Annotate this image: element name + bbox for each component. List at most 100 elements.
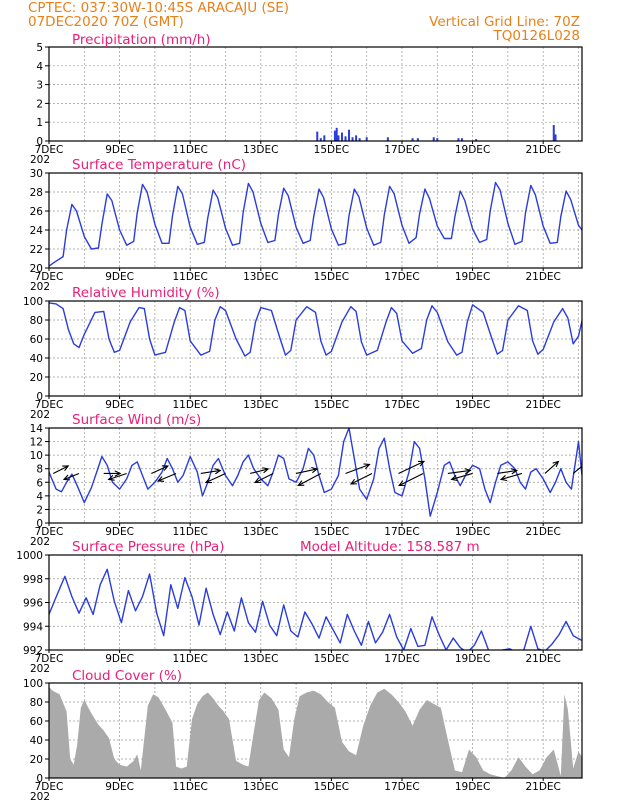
wind-arrow-head xyxy=(107,474,115,481)
wind-xtick-label: 7DEC xyxy=(35,526,64,538)
pressure-xtick-label: 11DEC xyxy=(172,653,207,665)
pressure-xtick-label: 21DEC xyxy=(525,653,560,665)
wind-ytick-label: 8 xyxy=(36,464,43,476)
precip-bar xyxy=(340,132,343,141)
wind-arrow-head xyxy=(62,474,71,481)
wind-arrow xyxy=(254,472,274,484)
wind-arrow xyxy=(295,467,319,475)
temp-xtick-label: 15DEC xyxy=(314,271,349,283)
precip-bar xyxy=(416,138,419,141)
temp-ytick-label: 28 xyxy=(30,187,43,199)
precip-bar xyxy=(436,138,439,141)
rh-year-stub: 202 xyxy=(30,409,50,421)
cloud-xtick-label: 9DEC xyxy=(105,781,134,793)
precip-xtick-label: 17DEC xyxy=(384,144,419,156)
wind-arrow xyxy=(345,463,371,474)
wind-line xyxy=(49,428,582,517)
rh-xtick-label: 7DEC xyxy=(35,399,64,411)
temp-xtick-label: 9DEC xyxy=(105,271,134,283)
wind-arrow-head xyxy=(156,476,165,482)
wind-xtick-label: 11DEC xyxy=(172,526,207,538)
wind-arrow xyxy=(107,472,127,481)
wind-ytick-label: 14 xyxy=(30,423,44,435)
cloud-ytick-label: 100 xyxy=(23,678,43,690)
wind-arrow-head xyxy=(584,460,590,465)
temp-xtick-label: 13DEC xyxy=(243,271,278,283)
precip-xtick-label: 9DEC xyxy=(105,144,134,156)
wind-arrow-head xyxy=(311,467,319,474)
wind-arrow-shaft xyxy=(447,469,471,475)
precip-bar xyxy=(365,137,368,141)
wind-arrow-shaft xyxy=(108,472,127,480)
temp-xtick-label: 17DEC xyxy=(384,271,419,283)
wind-arrow-shaft xyxy=(398,472,424,486)
wind-xtick-label: 19DEC xyxy=(455,526,490,538)
cloud-xtick-label: 11DEC xyxy=(172,781,207,793)
cloud-area xyxy=(49,686,582,778)
cloud-xtick-label: 7DEC xyxy=(35,781,64,793)
precip-title: Precipitation (mm/h) xyxy=(72,32,211,48)
wind-arrow-shaft xyxy=(250,468,269,474)
temp-xtick-label: 7DEC xyxy=(35,271,64,283)
wind-xtick-label: 17DEC xyxy=(384,526,419,538)
cloud-panel: 0 20 40 60 80 100 7DEC 9DEC 11DEC 13DEC 15DEC 17DEC… xyxy=(23,668,583,800)
wind-ytick-label: 2 xyxy=(36,504,43,516)
wind-arrow-shaft xyxy=(157,472,177,482)
cloud-frame xyxy=(48,682,583,779)
wind-arrow-head xyxy=(450,475,458,482)
wind-arrow xyxy=(398,472,424,487)
wind-arrow-shaft xyxy=(398,460,425,474)
precip-year-stub: 202 xyxy=(30,154,50,166)
pressure-annotation: Model Altitude: 158.587 m xyxy=(300,539,480,555)
temp-year-stub: 202 xyxy=(30,281,50,293)
precip-ytick-label: 0 xyxy=(36,136,43,148)
wind-arrow-head xyxy=(254,477,262,484)
precip-xtick-label: 7DEC xyxy=(35,144,64,156)
rh-xtick-label: 9DEC xyxy=(105,399,134,411)
wind-arrow-head xyxy=(62,465,70,472)
precip-frame xyxy=(48,46,583,142)
rh-plot xyxy=(49,302,582,357)
cloud-ytick-label: 20 xyxy=(30,754,43,766)
precip-bar xyxy=(335,127,338,141)
precip-bar xyxy=(337,135,340,141)
cloud-xtick-label: 15DEC xyxy=(314,781,349,793)
wind-arrow-head xyxy=(214,468,222,475)
pressure-ytick-label: 996 xyxy=(23,598,43,610)
rh-xtick-label: 19DEC xyxy=(455,399,490,411)
wind-arrow-head xyxy=(161,465,170,471)
pressure-year-stub: 202 xyxy=(30,663,50,675)
wind-arrow-head xyxy=(552,460,560,468)
wind-ytick-label: 6 xyxy=(36,477,43,489)
rh-xtick-label: 21DEC xyxy=(525,399,560,411)
precip-bar xyxy=(411,138,414,141)
precip-bar xyxy=(351,137,354,141)
wind-arrow-shaft xyxy=(345,463,370,474)
temp-plot xyxy=(49,181,582,267)
header-model: TQ0126L028 xyxy=(492,28,580,44)
wind-arrow-shaft xyxy=(544,461,559,474)
wind-arrow-shaft xyxy=(500,472,523,480)
rh-xtick-label: 17DEC xyxy=(384,399,419,411)
precip-bar xyxy=(316,131,319,141)
rh-xtick-label: 11DEC xyxy=(172,399,207,411)
wind-arrow-shaft xyxy=(451,472,473,480)
cloud-xtick-label: 17DEC xyxy=(384,781,419,793)
wind-arrow-shaft xyxy=(295,468,318,475)
precip-bar xyxy=(358,138,361,141)
pressure-ytick-label: 998 xyxy=(23,574,43,586)
pressure-xtick-label: 19DEC xyxy=(455,653,490,665)
precip-ytick-label: 4 xyxy=(36,61,43,73)
cloud-xtick-label: 21DEC xyxy=(525,781,560,793)
wind-arrow-shaft xyxy=(497,469,517,475)
pressure-xtick-label: 13DEC xyxy=(243,653,278,665)
wind-ytick-label: 4 xyxy=(36,491,43,503)
precip-bar xyxy=(460,138,463,141)
temp-xtick-label: 11DEC xyxy=(172,271,207,283)
precip-xtick-label: 11DEC xyxy=(172,144,207,156)
rh-line xyxy=(49,302,582,357)
cloud-ytick-label: 0 xyxy=(36,773,43,785)
wind-arrow xyxy=(349,472,373,485)
wind-arrow-shaft xyxy=(298,472,322,486)
wind-arrow-shaft xyxy=(205,472,226,483)
